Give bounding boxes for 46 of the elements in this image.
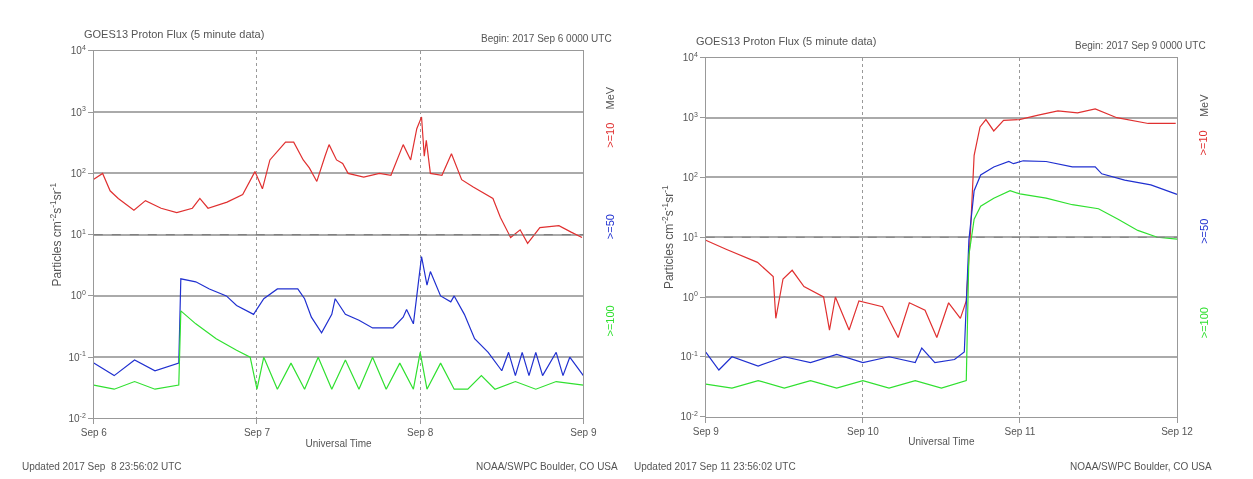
chart-title: GOES13 Proton Flux (5 minute data) <box>696 35 877 47</box>
line-series <box>93 310 584 390</box>
y-tick-label: 10$^{-2}$ <box>68 411 86 424</box>
y-tick-label: 10$^{2}$ <box>682 170 698 183</box>
x-tick-label: Sep 11 <box>1004 425 1036 437</box>
x-tick-label: Sep 12 <box>1161 425 1194 437</box>
chart-title: GOES13 Proton Flux (5 minute data) <box>84 28 265 40</box>
text: Updated 2017 Sep 8 23:56:02 UTC <box>22 461 182 472</box>
x-tick-label: Sep 10 <box>847 425 880 437</box>
text: >=100 <box>604 305 617 337</box>
chart-subtitle: Begin: 2017 Sep 9 0000 UTC <box>1075 40 1206 51</box>
x-tick-label: Sep 6 <box>80 427 108 439</box>
line-series <box>705 108 1177 339</box>
text: >=10 <box>1197 130 1210 156</box>
x-tick-label: Sep 9 <box>570 427 597 439</box>
y-tick-label: 10$^{4}$ <box>70 44 86 57</box>
y-tick-label: 10$^{0}$ <box>682 290 698 303</box>
text: NOAA/SWPC Boulder, CO USA <box>476 461 619 472</box>
text: >=50 <box>1198 218 1211 244</box>
y-tick-label: 10$^{3}$ <box>70 105 86 118</box>
y-tick-label: 10$^{0}$ <box>70 289 86 302</box>
y-tick-label: 10$^{-1}$ <box>680 350 698 363</box>
y-tick-label: 10$^{4}$ <box>682 51 698 64</box>
text: MeV <box>1197 93 1210 118</box>
y-tick-label: 10$^{1}$ <box>70 227 86 241</box>
x-tick-label: Sep 7 <box>243 427 271 439</box>
y-tick-label: 10$^{2}$ <box>70 166 86 179</box>
text: NOAA/SWPC Boulder, CO USA <box>1070 461 1213 472</box>
line-series <box>705 160 1178 371</box>
x-axis-title: Universal Time <box>908 436 975 448</box>
y-tick-label: 10$^{1}$ <box>682 230 698 243</box>
y-tick-label: 10$^{-1}$ <box>68 350 86 363</box>
x-axis-title: Universal Time <box>305 437 373 449</box>
text: MeV <box>604 86 617 110</box>
line-series <box>93 255 584 377</box>
line-series <box>705 190 1178 389</box>
y-tick-label: 10$^{3}$ <box>682 110 698 124</box>
y-tick-label: 10$^{-2}$ <box>680 409 698 423</box>
text: Updated 2017 Sep 11 23:56:02 UTC <box>634 461 796 472</box>
x-tick-label: Sep 9 <box>692 425 720 437</box>
text: >=10 <box>603 122 616 148</box>
text: >=50 <box>604 214 617 240</box>
text: >=100 <box>1197 307 1210 339</box>
line-series <box>93 116 583 244</box>
chart-subtitle: Begin: 2017 Sep 6 0000 UTC <box>481 33 612 44</box>
x-tick-label: Sep 8 <box>407 427 434 439</box>
